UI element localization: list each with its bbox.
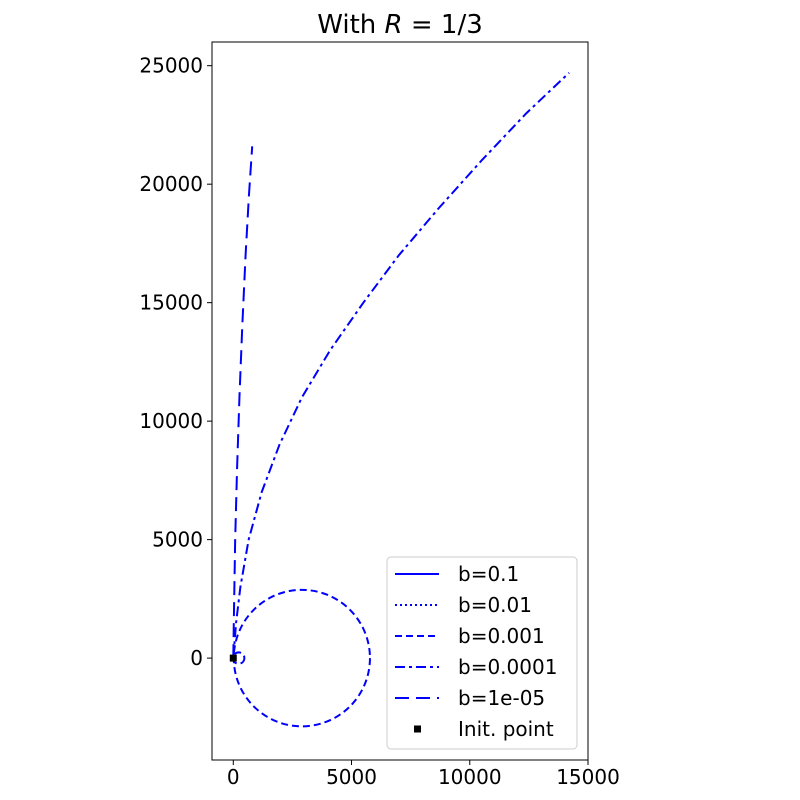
plot-frame bbox=[211, 41, 589, 761]
legend-label-1: b=0.01 bbox=[458, 593, 532, 617]
series-layer bbox=[229, 72, 570, 728]
legend-label-4: b=1e-05 bbox=[458, 686, 545, 710]
legend-frame bbox=[386, 556, 578, 750]
y-tick-label-1: 5000 bbox=[152, 528, 203, 552]
title-suffix: = 1/3 bbox=[403, 10, 483, 40]
legend: b=0.1 b=0.01 b=0.001 b=0.0001 b=1e-05 Init. p… bbox=[386, 556, 578, 750]
legend-label-0: b=0.1 bbox=[458, 562, 519, 586]
y-tick-label-2: 10000 bbox=[139, 409, 203, 433]
chart-title: With R = 1/3 bbox=[317, 10, 483, 40]
legend-label-3: b=0.0001 bbox=[458, 655, 557, 679]
legend-swatch-5 bbox=[414, 725, 421, 733]
y-tick-label-3: 15000 bbox=[139, 291, 203, 315]
x-tick-label-3: 15000 bbox=[556, 765, 620, 789]
x-tick-label-1: 5000 bbox=[326, 765, 377, 789]
series-line-2 bbox=[232, 588, 371, 728]
legend-label-5: Init. point bbox=[458, 717, 554, 741]
series-line-3 bbox=[232, 72, 570, 659]
init-point-marker bbox=[229, 654, 237, 662]
x-tick-label-2: 10000 bbox=[438, 765, 502, 789]
series-line-4 bbox=[232, 146, 254, 659]
title-prefix: With bbox=[317, 10, 384, 40]
x-tick-label-0: 0 bbox=[227, 765, 240, 789]
title-math: R bbox=[385, 10, 403, 40]
y-tick-label-4: 20000 bbox=[139, 172, 203, 196]
y-tick-label-5: 25000 bbox=[139, 54, 203, 78]
y-tick-label-0: 0 bbox=[190, 646, 203, 670]
legend-label-2: b=0.001 bbox=[458, 624, 545, 648]
axes-layer: 0 5000 10000 15000 0 5000 10000 15000 20000 25000 bbox=[139, 41, 620, 789]
